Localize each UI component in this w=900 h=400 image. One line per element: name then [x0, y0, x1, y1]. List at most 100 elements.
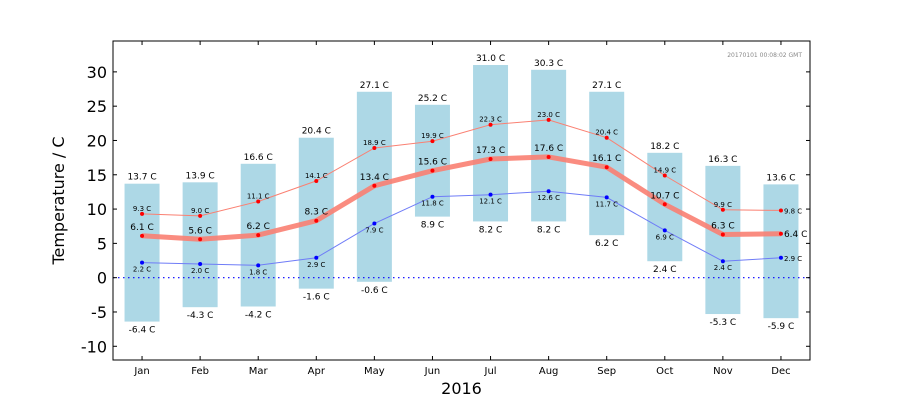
min-label-feb: -4.3 C [187, 311, 214, 321]
x-tick-label-oct: Oct [656, 366, 673, 377]
mean-max-point-jun [430, 139, 435, 144]
y-tick-label: 0 [97, 269, 107, 288]
mean-label-dec: 6.4 C [784, 230, 807, 240]
max-label-apr: 20.4 C [302, 127, 331, 137]
mean-max-point-jul [488, 122, 493, 127]
mean-max-point-jan [140, 211, 145, 216]
mean-max-label-jul: 22.3 C [479, 116, 502, 124]
x-tick-label-nov: Nov [713, 366, 733, 377]
mean-label-jun: 15.6 C [418, 158, 447, 168]
mean-max-point-sep [604, 135, 609, 140]
bar-aug [531, 69, 567, 222]
y-tick-label: 30 [87, 63, 107, 82]
max-label-dec: 13.6 C [766, 173, 795, 183]
mean-min-line [141, 190, 782, 266]
x-axis: Jan Feb Mar Apr May Jun Jul Aug Sep Oct Nov Dec [133, 41, 791, 377]
mean-max-label-feb: 9.0 C [191, 207, 209, 215]
mean-min-label-jul: 12.1 C [479, 198, 502, 206]
x-tick-label-feb: Feb [191, 366, 209, 377]
mean-min-point-dec [778, 255, 783, 260]
mean-max-label-oct: 14.9 C [653, 166, 676, 174]
mean-point-dec [778, 231, 783, 236]
mean-min-point-mar [256, 263, 261, 268]
mean-point-feb [198, 237, 203, 242]
min-label-aug: 8.2 C [537, 225, 560, 235]
x-tick-label-may: May [364, 366, 385, 377]
min-label-jan: -6.4 C [129, 326, 156, 336]
mean-point-may [372, 183, 377, 188]
y-tick-label: 20 [87, 131, 107, 150]
mean-point-aug [546, 154, 551, 159]
x-tick-label-jan: Jan [133, 366, 149, 377]
mean-point-jan [140, 233, 145, 238]
y-tick-label: 25 [87, 97, 107, 116]
min-label-sep: 6.2 C [595, 239, 618, 249]
max-label-feb: 13.9 C [186, 171, 215, 181]
max-label-may: 27.1 C [360, 81, 389, 91]
plot-frame [112, 40, 811, 361]
mean-max-line [141, 119, 782, 217]
y-axis: -10 -5 0 5 10 15 20 25 30 [81, 63, 810, 356]
min-label-jun: 8.9 C [421, 221, 444, 231]
range-bars [124, 65, 799, 322]
mean-max-label-jan: 9.3 C [133, 205, 151, 213]
mean-max-label-apr: 14.1 C [305, 172, 328, 180]
timestamp: 20170101 00:08:02 GMT [727, 52, 802, 59]
bar-feb [182, 182, 218, 308]
y-tick-label: -5 [91, 303, 107, 322]
max-label-aug: 30.3 C [534, 59, 563, 69]
mean-min-label-apr: 2.9 C [307, 261, 325, 269]
mean-label-may: 13.4 C [360, 173, 389, 183]
y-tick-label: 5 [97, 234, 107, 253]
mean-point-mar [256, 233, 261, 238]
x-tick-label-jun: Jun [424, 366, 441, 377]
mean-label-feb: 5.6 C [188, 226, 211, 236]
mean-max-point-nov [720, 207, 725, 212]
y-tick-label: 10 [87, 200, 107, 219]
mean-min-point-may [372, 221, 377, 226]
mean-min-label-aug: 12.6 C [537, 194, 560, 202]
mean-max-label-dec: 9.8 C [784, 207, 802, 215]
mean-min-label-jan: 2.2 C [133, 266, 151, 274]
mean-min-label-jun: 11.8 C [421, 200, 444, 208]
x-tick-label-sep: Sep [597, 366, 616, 377]
mean-max-label-nov: 9.9 C [714, 201, 732, 209]
mean-min-point-apr [314, 255, 319, 260]
x-tick-label-jul: Jul [484, 366, 497, 377]
mean-label-jan: 6.1 C [130, 223, 153, 233]
mean-max-point-feb [198, 213, 203, 218]
max-label-jul: 31.0 C [476, 54, 505, 64]
mean-max-point-mar [256, 199, 261, 204]
mean-max-label-may: 18.9 C [363, 139, 386, 147]
mean-min-label-feb: 2.0 C [191, 267, 209, 275]
mean-label-apr: 8.3 C [305, 208, 328, 218]
mean-min-point-jun [430, 194, 435, 199]
mean-point-jun [430, 168, 435, 173]
mean-min-label-dec: 2.9 C [784, 255, 802, 263]
y-tick-label: -10 [81, 337, 107, 356]
mean-max-point-may [372, 146, 377, 151]
mean-min-label-may: 7.9 C [365, 226, 383, 234]
mean-min-point-sep [604, 195, 609, 200]
min-label-jul: 8.2 C [479, 225, 502, 235]
mean-max-point-oct [662, 173, 667, 178]
x-tick-label-aug: Aug [539, 366, 559, 377]
mean-max-point-apr [314, 178, 319, 183]
mean-min-point-jul [488, 192, 493, 197]
mean-label-aug: 17.6 C [534, 144, 563, 154]
max-label-sep: 27.1 C [592, 81, 621, 91]
data-labels: 13.7 C -6.4 C 9.3 C 6.1 C 2.2 C 13.9 C -4.3 C 9… [127, 54, 807, 336]
mean-max-label-jun: 19.9 C [421, 132, 444, 140]
min-label-nov: -5.3 C [710, 318, 737, 328]
max-label-mar: 16.6 C [244, 153, 273, 163]
mean-max-point-aug [546, 117, 551, 122]
mean-min-point-nov [720, 259, 725, 264]
x-tick-label-mar: Mar [249, 366, 269, 377]
mean-min-label-oct: 6.9 C [656, 233, 674, 241]
mean-min-label-sep: 11.7 C [595, 200, 618, 208]
mean-min-point-aug [546, 189, 551, 194]
min-label-may: -0.6 C [361, 286, 388, 296]
mean-point-apr [314, 218, 319, 223]
mean-max-label-mar: 11.1 C [247, 193, 270, 201]
